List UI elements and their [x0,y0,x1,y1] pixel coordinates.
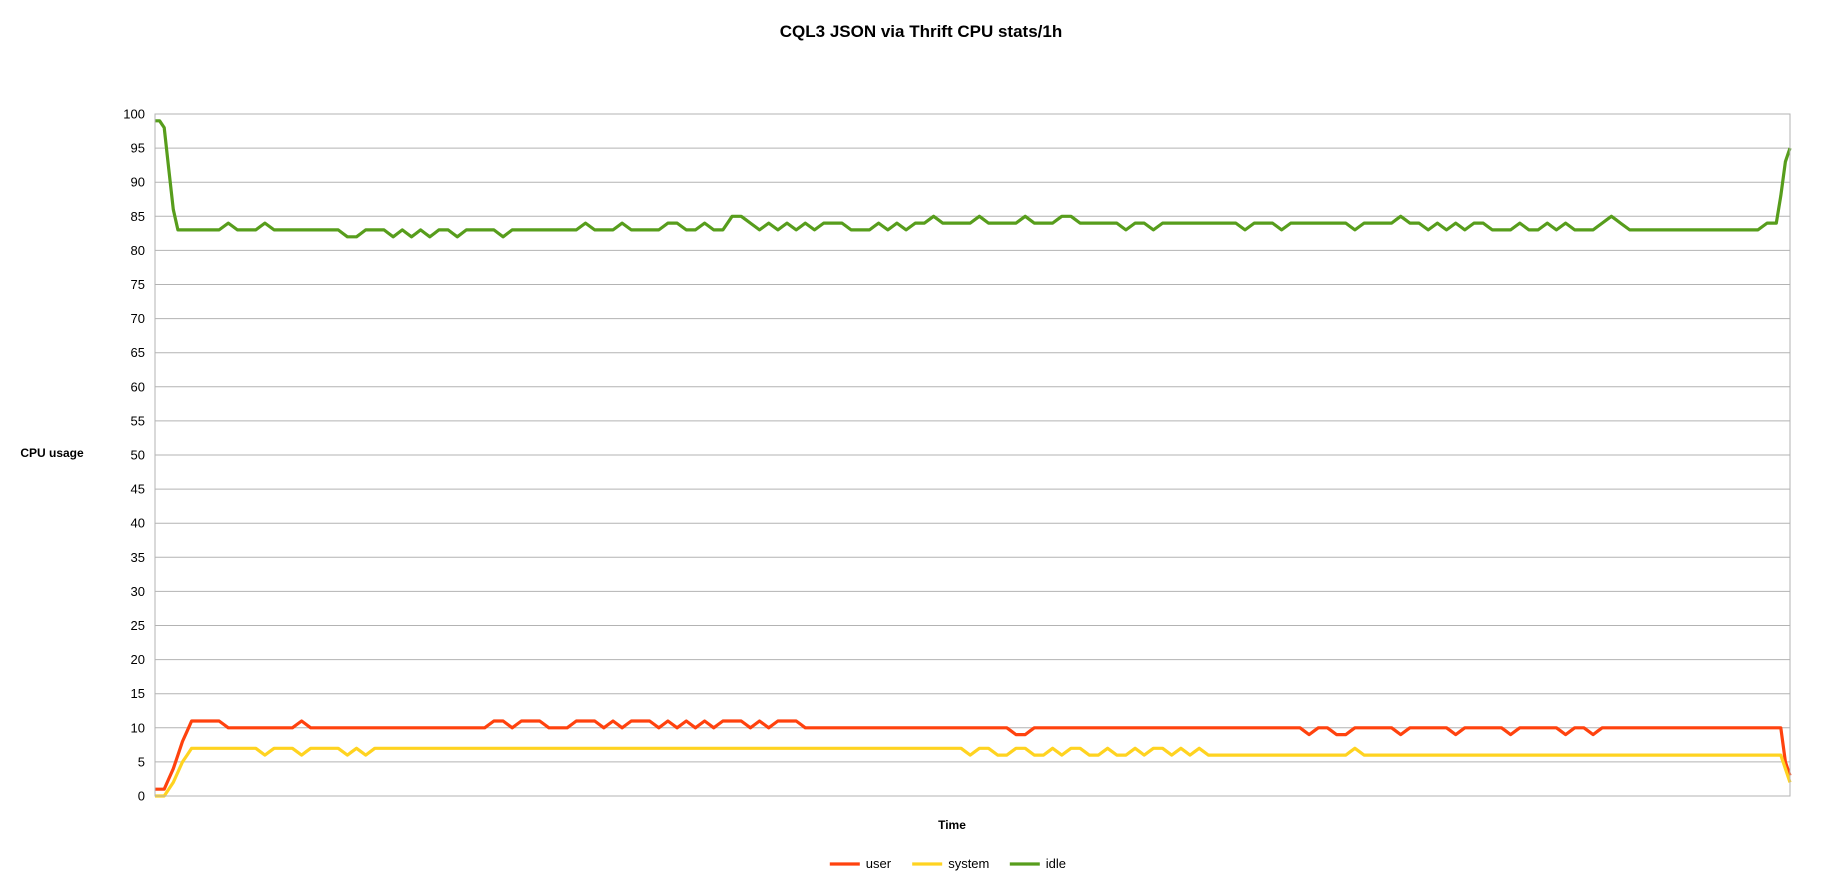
y-tick-label: 10 [131,720,145,735]
y-tick-label: 5 [138,754,145,769]
y-tick-label: 95 [131,141,145,156]
y-tick-label: 35 [131,550,145,565]
y-tick-label: 80 [131,243,145,258]
y-tick-label: 70 [131,311,145,326]
grid-lines [155,113,1790,797]
legend-item-user: user [829,856,892,871]
series-line-system [155,746,1792,798]
chart-title: CQL3 JSON via Thrift CPU stats/1h [780,22,1062,41]
y-axis-ticks: 0 5 10 15 20 25 30 35 40 45 50 55 60 65 70 75 80 85 90 95 10… [123,107,145,804]
y-tick-label: 40 [131,516,145,531]
legend-item-system: system [912,856,989,871]
legend-label-system: system [948,856,989,871]
y-tick-label: 60 [131,379,145,394]
y-axis-title: CPU usage [20,446,84,460]
y-tick-label: 20 [131,652,145,667]
y-tick-label: 90 [131,175,145,190]
legend: user system idle [829,856,1066,871]
y-tick-label: 75 [131,277,145,292]
y-tick-label: 65 [131,345,145,360]
legend-label-idle: idle [1046,856,1066,871]
legend-item-idle: idle [1009,856,1066,871]
y-tick-label: 45 [131,482,145,497]
y-tick-label: 15 [131,686,145,701]
y-tick-label: 25 [131,618,145,633]
series-line-user [155,719,1792,791]
y-tick-label: 85 [131,209,145,224]
series-lines [155,119,1792,798]
y-tick-label: 100 [123,107,145,122]
series-line-idle [155,119,1792,239]
plot-frame [154,113,1791,797]
y-tick-label: 55 [131,413,145,428]
y-tick-label: 50 [131,448,145,463]
y-tick-label: 0 [138,789,145,804]
x-axis-title: Time [938,818,966,832]
legend-label-user: user [866,856,892,871]
y-tick-label: 30 [131,584,145,599]
